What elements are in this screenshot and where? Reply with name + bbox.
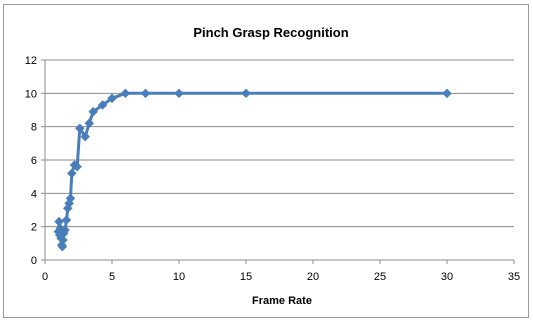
x-tick-label: 5 (109, 271, 115, 283)
x-tick-label: 15 (240, 271, 252, 283)
data-point (241, 88, 251, 99)
data-point (107, 93, 117, 104)
gridlines (45, 59, 514, 228)
data-point (174, 88, 184, 99)
y-tick-label: 6 (31, 155, 37, 167)
x-tick-label: 10 (173, 271, 185, 283)
data-point (80, 131, 91, 142)
series-line (56, 91, 447, 249)
x-tick-label: 35 (508, 271, 520, 283)
data-point (57, 241, 68, 252)
data-point (84, 118, 95, 129)
x-axis-label: Frame Rate (252, 295, 312, 307)
y-tick-label: 8 (31, 122, 37, 134)
y-tick-label: 2 (31, 222, 37, 234)
x-tick-label: 25 (374, 271, 386, 283)
data-point (64, 198, 74, 209)
y-tick-label: 12 (25, 55, 37, 67)
y-tick-label: 10 (25, 88, 37, 100)
data-point (54, 216, 64, 227)
chart-frame (3, 4, 529, 318)
data-point (120, 88, 131, 99)
x-tick-label: 20 (307, 271, 319, 283)
x-tick-labels: 0 5 10 15 20 25 30 35 (42, 271, 520, 283)
y-tick-labels: 0 2 4 6 8 10 12 (25, 55, 37, 267)
axes (41, 59, 515, 264)
y-tick-label: 4 (31, 188, 37, 200)
x-tick-label: 30 (441, 271, 453, 283)
chart-title: Pinch Grasp Recognition (193, 25, 348, 40)
data-point (62, 203, 73, 214)
y-tick-label: 0 (31, 255, 37, 267)
data-point (60, 225, 70, 235)
data-point (140, 88, 151, 99)
data-point (74, 123, 85, 134)
data-point (58, 235, 68, 245)
data-point (97, 100, 108, 110)
data-point (65, 193, 76, 204)
data-point (61, 215, 72, 225)
data-point (66, 168, 77, 179)
data-series (53, 88, 452, 252)
x-tick-label: 0 (42, 271, 48, 283)
data-point (72, 161, 83, 172)
data-point (442, 88, 452, 99)
data-point (88, 106, 99, 117)
